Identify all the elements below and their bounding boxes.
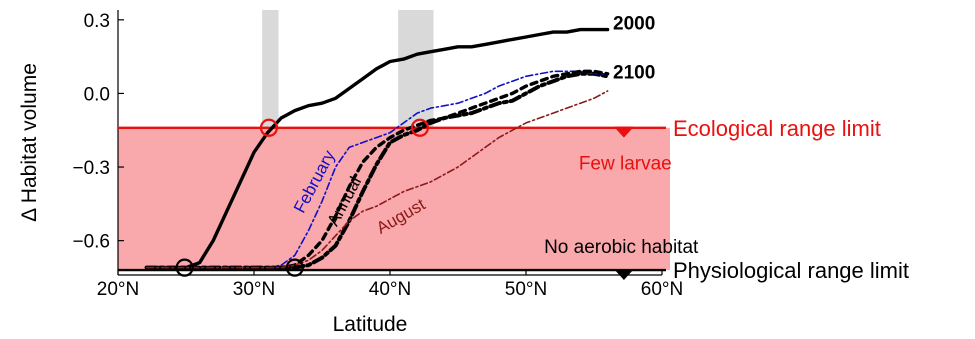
y-tick-label: −0.6 (72, 232, 110, 253)
reference-label-physiological-range-limit: Physiological range limit (673, 258, 909, 283)
threshold-marker-3 (175, 258, 194, 277)
x-tick-label: 50°N (505, 279, 547, 300)
x-tick-label: 60°N (641, 279, 683, 300)
y-tick-label: 0.3 (84, 11, 110, 32)
triangle-marker-1 (613, 126, 634, 138)
threshold-marker-1 (259, 118, 279, 137)
series-line-2000 (144, 27, 610, 270)
threshold-marker-2 (410, 118, 430, 137)
series-line-february (145, 70, 609, 269)
annotation-few-larvae: Few larvae (579, 153, 672, 174)
y-axis-label: Δ Habitat volume (18, 63, 41, 222)
reference-label-ecological-range-limit: Ecological range limit (673, 116, 881, 141)
series-line-annual (144, 69, 610, 270)
y-tick-label: 0.0 (84, 84, 110, 105)
x-tick-label: 40°N (369, 279, 411, 300)
highlight-band-1 (262, 10, 279, 128)
y-tick-label: −0.3 (72, 158, 110, 179)
annotation-2100: 2100 (613, 63, 655, 84)
threshold-marker-4 (285, 258, 304, 277)
triangle-marker-2 (613, 269, 634, 280)
highlight-band-2 (398, 10, 434, 128)
annotation-no-aerobic-habitat: No aerobic habitat (544, 237, 699, 258)
series-line-august (145, 90, 609, 269)
x-tick-label: 20°N (97, 279, 139, 300)
x-tick-label: 30°N (233, 279, 275, 300)
annotation-2000: 2000 (613, 14, 655, 35)
x-axis-label: Latitude (333, 313, 408, 334)
